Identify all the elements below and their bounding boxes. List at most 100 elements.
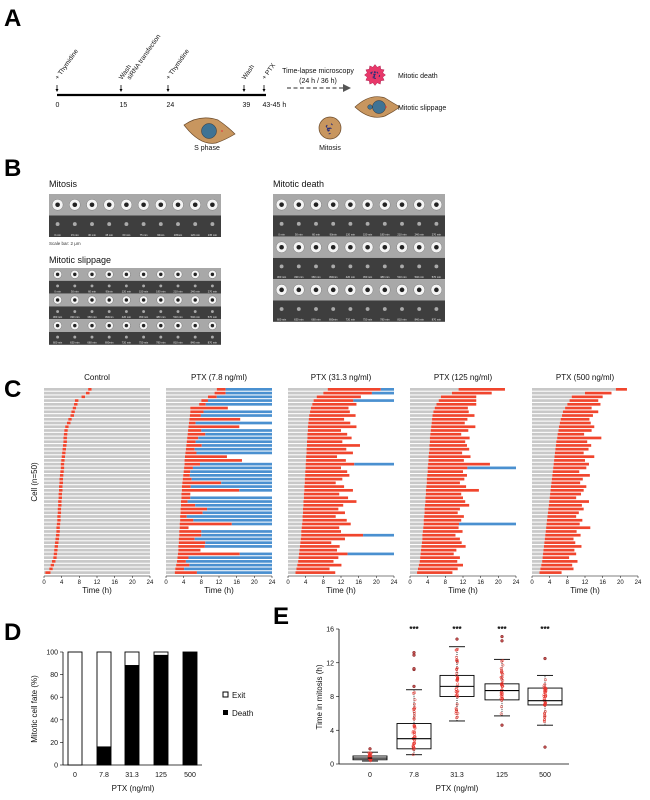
outlier-point — [500, 634, 504, 639]
mitosis-bar — [427, 474, 467, 477]
mitosis-bar — [62, 451, 66, 455]
chromatin-image — [279, 264, 284, 269]
fluorescence-row — [273, 215, 445, 237]
timeline-plot-2: PTX (31.3 ng/ml) 0 4 8 12 16 20 24 Time (h) — [286, 373, 398, 595]
chromosome-mark — [370, 71, 373, 74]
legend-exit-label: Exit — [232, 691, 246, 700]
interphase-bar — [44, 537, 56, 541]
chromatin-image — [56, 335, 60, 339]
chromatin-image — [382, 221, 387, 226]
x-tick-label: 8 — [322, 580, 326, 586]
interphase-bar — [288, 388, 328, 391]
mitosis-bar — [188, 421, 196, 425]
interphase-bar — [166, 399, 202, 402]
interphase-bar — [532, 399, 570, 402]
mitosis-bar — [179, 530, 202, 533]
frame-time-label: 330 min — [70, 315, 80, 319]
interphase-bar — [288, 459, 307, 462]
interphase-bar — [288, 477, 305, 481]
interphase-bar — [44, 429, 65, 432]
nucleus-image — [348, 244, 353, 250]
nucleus-image — [348, 287, 353, 293]
nucleus-image — [176, 323, 180, 328]
mitosis-bar — [423, 518, 462, 522]
interphase-bar — [410, 477, 427, 481]
chromatin-image — [314, 264, 318, 269]
timeline-plot-0: Control 0 4 8 12 16 20 24 Time (h) — [42, 373, 154, 595]
fluorescence-row — [273, 300, 445, 322]
nucleus-image — [313, 202, 319, 207]
nucleus-image — [210, 323, 215, 328]
mitosis-bar — [420, 556, 460, 559]
nucleus-image — [365, 202, 370, 207]
nucleus-image — [73, 272, 77, 277]
post-division-bar — [58, 541, 151, 545]
interphase-bar — [166, 474, 184, 477]
nucleus-image — [399, 287, 405, 293]
x-tick-label: 500 — [184, 772, 196, 779]
data-point — [412, 746, 416, 750]
interphase-bar — [44, 481, 60, 485]
slippage-bar — [201, 429, 272, 432]
y-tick-label: 40 — [50, 717, 58, 724]
interphase-bar — [532, 522, 547, 526]
box-group-31.3: *** 31.3 — [439, 625, 475, 779]
nucleus-image — [210, 298, 215, 302]
interphase-bar — [288, 507, 304, 511]
interphase-bar — [288, 485, 305, 488]
mitosis-bar — [184, 462, 201, 466]
chromatin-image — [73, 335, 77, 339]
panel-d-fate-bar-chart: Mitotic cell fate (%) PTX (ng/ml) Exit D… — [30, 650, 253, 794]
mitosis-bar — [190, 406, 228, 410]
interphase-bar — [410, 395, 441, 399]
nucleus-image — [210, 202, 215, 208]
interphase-bar — [288, 563, 298, 567]
chromatin-image — [90, 310, 94, 313]
post-division-bar — [66, 440, 150, 444]
mitosis-bar — [56, 522, 61, 526]
frame-time-label: 105min — [174, 233, 183, 237]
frame-time-label: 630 min — [70, 341, 80, 345]
legend-exit-swatch — [222, 691, 229, 698]
frame-time-label: 870 min — [432, 318, 442, 322]
mitosis-bar — [59, 477, 63, 481]
chromatin-image — [124, 310, 128, 313]
panel-b-microscopy: Mitosis 0 min 15 min 30 min 45 min 60 min 75 … — [49, 179, 445, 345]
mitosis-bar — [550, 488, 584, 492]
mitosis-bar — [298, 556, 339, 559]
x-tick-label: 125 — [496, 772, 508, 779]
mitosis-bar — [543, 552, 577, 556]
mitosis-bar — [57, 511, 62, 515]
interphase-bar — [410, 417, 433, 421]
interphase-bar — [166, 406, 191, 410]
interphase-bar — [44, 515, 58, 518]
frame-time-label: 0 min — [54, 233, 61, 237]
post-division-bar — [66, 436, 150, 440]
mitosis-bar — [419, 560, 458, 563]
nucleus-image — [141, 298, 146, 302]
post-division-bar — [52, 567, 151, 571]
mitosis-bar — [58, 503, 62, 507]
interphase-bar — [166, 552, 178, 556]
data-point — [542, 718, 546, 722]
chromatin-image — [107, 284, 111, 288]
mitosis-bar — [63, 436, 67, 440]
mitosis-bar — [207, 395, 217, 399]
data-point — [455, 671, 459, 675]
mitosis-bar — [567, 402, 601, 406]
interphase-bar — [166, 440, 187, 444]
interphase-bar — [44, 470, 61, 473]
mitosis-bar — [53, 556, 57, 559]
chromosome-mark — [373, 75, 376, 78]
data-point — [456, 660, 459, 664]
data-point — [413, 698, 417, 702]
interphase-bar — [44, 522, 57, 526]
interphase-bar — [532, 492, 551, 496]
interphase-bar — [410, 533, 423, 537]
mitosis-bar — [554, 459, 585, 462]
x-tick-label: 31.3 — [450, 772, 464, 779]
post-division-bar — [60, 515, 150, 518]
mitosis-bar — [553, 462, 589, 466]
x-tick-label: 500 — [539, 772, 551, 779]
y-tick-label: 60 — [50, 695, 58, 702]
